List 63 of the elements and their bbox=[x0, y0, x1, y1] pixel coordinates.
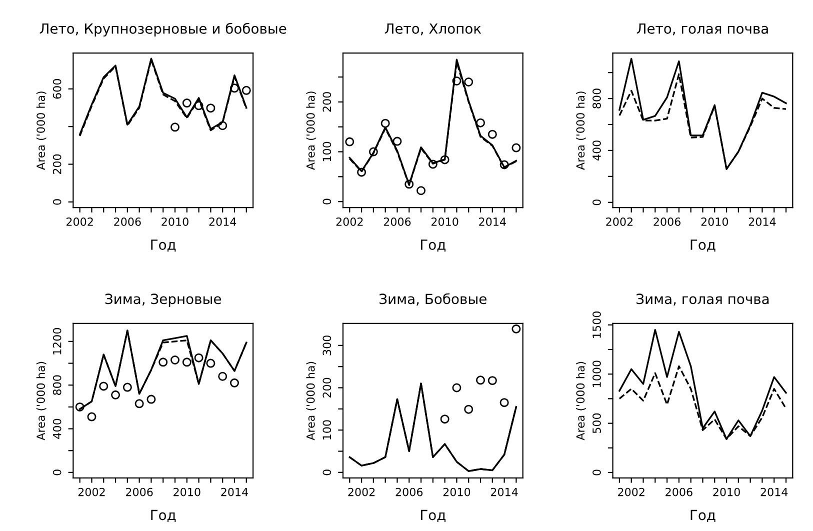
y-tick-label: 400 bbox=[52, 418, 62, 439]
x-tick-label: 2014 bbox=[479, 217, 506, 226]
y-tick-label: 500 bbox=[592, 413, 601, 434]
chart-title: Зима, Бобовые bbox=[380, 293, 486, 306]
x-tick-label: 2010 bbox=[162, 217, 188, 226]
x-tick-label: 2014 bbox=[760, 488, 788, 496]
y-tick-label: 300 bbox=[322, 336, 332, 356]
x-tick-label: 2006 bbox=[126, 488, 153, 496]
y-axis-title: Area ('000 ha) bbox=[306, 92, 316, 170]
chart-title: Лето, голая почва bbox=[636, 24, 768, 36]
x-tick-label: 2006 bbox=[666, 488, 692, 496]
x-axis-title: Год bbox=[151, 240, 176, 252]
y-tick-label: 100 bbox=[322, 142, 332, 162]
x-tick-label: 2014 bbox=[221, 488, 248, 496]
y-axis-title: Area ('000 ha) bbox=[306, 362, 316, 440]
x-tick-label: 2002 bbox=[348, 488, 375, 496]
y-axis-title: Area ('000 ha) bbox=[36, 362, 46, 440]
x-tick-label: 2010 bbox=[174, 488, 200, 496]
x-axis-title: Год bbox=[421, 510, 446, 522]
y-tick-label: 0 bbox=[52, 470, 62, 476]
y-tick-label: 0 bbox=[592, 200, 601, 206]
y-tick-label: 100 bbox=[322, 420, 332, 440]
x-tick-label: 2002 bbox=[336, 217, 363, 226]
chart-title: Лето, Крупнозерновые и бобовые bbox=[40, 22, 286, 37]
x-axis-title: Год bbox=[151, 510, 176, 522]
y-tick-label: 0 bbox=[592, 470, 601, 476]
x-tick-label: 2006 bbox=[114, 217, 141, 226]
chart-title: Зима, Зерновые bbox=[105, 294, 222, 307]
x-axis-title: Год bbox=[690, 510, 716, 522]
y-tick-label: 800 bbox=[592, 88, 601, 108]
x-tick-label: 2010 bbox=[713, 488, 740, 496]
y-tick-label: 600 bbox=[52, 79, 62, 99]
x-axis-title: Год bbox=[421, 240, 446, 252]
y-tick-label: 200 bbox=[52, 154, 62, 174]
y-axis-title: Area ('000 ha) bbox=[36, 92, 46, 170]
x-tick-label: 2010 bbox=[701, 217, 728, 226]
y-tick-label: 400 bbox=[592, 140, 601, 161]
y-tick-label: 0 bbox=[322, 198, 332, 204]
y-tick-label: 1000 bbox=[592, 360, 601, 388]
x-tick-label: 2014 bbox=[748, 217, 776, 226]
y-tick-label: 1500 bbox=[592, 312, 601, 338]
y-tick-label: 200 bbox=[322, 92, 332, 112]
x-axis-title: Год bbox=[690, 240, 716, 252]
x-tick-label: 2006 bbox=[384, 217, 411, 226]
x-tick-label: 2014 bbox=[490, 488, 518, 496]
y-tick-label: 800 bbox=[52, 375, 62, 395]
x-tick-label: 2006 bbox=[396, 488, 423, 496]
x-tick-label: 2010 bbox=[431, 217, 458, 226]
x-tick-label: 2002 bbox=[78, 488, 105, 496]
x-tick-label: 2010 bbox=[443, 488, 470, 496]
y-tick-label: 0 bbox=[322, 470, 332, 476]
y-axis-title: Area ('000 ha) bbox=[576, 362, 586, 440]
y-tick-label: 0 bbox=[52, 199, 62, 205]
x-tick-label: 2006 bbox=[654, 217, 680, 226]
chart-title: Зима, голая почва bbox=[636, 294, 769, 306]
y-axis-title: Area ('000 ha) bbox=[576, 92, 586, 170]
x-tick-label: 2002 bbox=[606, 217, 632, 226]
x-tick-label: 2002 bbox=[66, 217, 93, 226]
x-tick-label: 2002 bbox=[618, 488, 644, 496]
y-tick-label: 200 bbox=[322, 378, 332, 398]
x-tick-label: 2014 bbox=[209, 217, 236, 226]
y-tick-label: 1200 bbox=[52, 328, 62, 354]
chart-title: Лето, Хлопок bbox=[384, 24, 482, 36]
